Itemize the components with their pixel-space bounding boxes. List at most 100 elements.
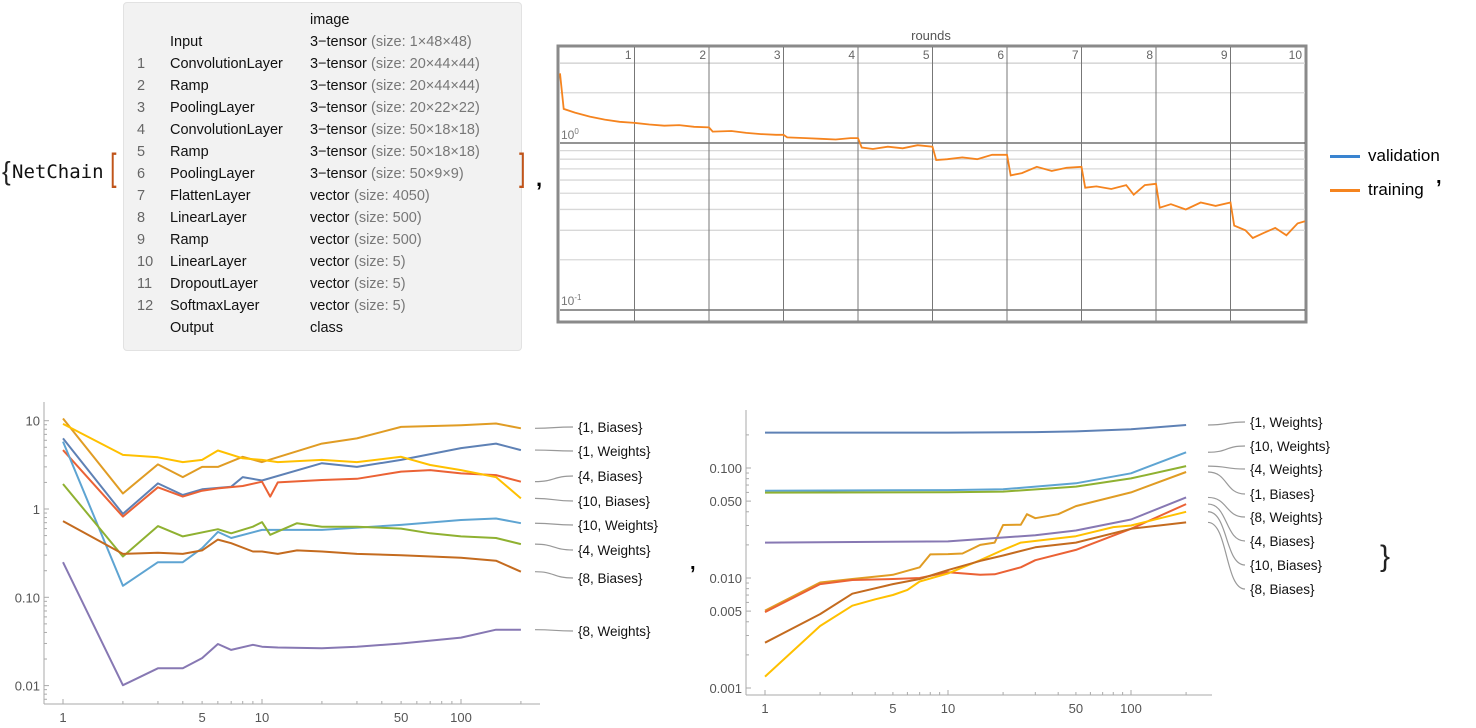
layer-name: Input <box>170 34 203 50</box>
layer-output-size: (size: 1×48×48) <box>371 34 472 50</box>
x-tick-label: 10 <box>255 710 269 725</box>
close-brace: } <box>1380 540 1391 573</box>
round-tick-label: 4 <box>848 48 855 62</box>
series-label: {1, Weights} <box>578 444 651 459</box>
x-tick-label: 100 <box>450 710 472 725</box>
layer-name: PoolingLayer <box>170 100 255 116</box>
series-line <box>765 424 1187 434</box>
series-line <box>764 465 1187 494</box>
layer-output-size: (size: 5) <box>354 298 406 314</box>
layer-output-size: (size: 50×9×9) <box>371 166 464 182</box>
label-leader-line <box>1207 521 1246 590</box>
layer-output-type: 3−tensor <box>310 56 367 72</box>
x-axis-title: rounds <box>911 28 951 43</box>
series-line <box>62 441 522 587</box>
layer-output-size: (size: 5) <box>354 254 406 270</box>
comma-1: , <box>536 166 543 191</box>
layer-name: FlattenLayer <box>170 188 251 204</box>
y-tick-label: 0.010 <box>709 571 742 586</box>
series-label: {10, Biases} <box>578 494 651 509</box>
layer-output-type: 3−tensor <box>310 34 367 50</box>
layer-index: 3 <box>137 100 146 116</box>
layer-output-type: 3−tensor <box>310 100 367 116</box>
series-line <box>764 510 1187 678</box>
layer-index: 9 <box>137 232 146 248</box>
y-tick-exponent: 0 <box>574 127 579 136</box>
series-label: {10, Weights} <box>1250 439 1331 454</box>
series-line <box>764 496 1187 544</box>
layer-name: ConvolutionLayer <box>170 56 283 72</box>
legend-swatch-validation <box>1330 154 1360 158</box>
layer-output-size: (size: 500) <box>354 210 422 226</box>
y-tick-label: 10-1 <box>561 293 582 308</box>
y-tick-label: 0.050 <box>709 494 742 509</box>
label-leader-line <box>1207 496 1246 518</box>
x-tick-label: 1 <box>761 701 768 716</box>
y-tick-label: 100 <box>561 127 579 142</box>
layer-index: 1 <box>137 56 146 72</box>
comma-2: , <box>1436 166 1442 188</box>
label-leader-line <box>534 475 574 483</box>
x-tick-label: 10 <box>941 701 955 716</box>
legend-label: validation <box>1368 146 1440 165</box>
x-tick-label: 100 <box>1120 701 1142 716</box>
layer-name: PoolingLayer <box>170 166 255 182</box>
layer-output-type: vector <box>310 188 350 204</box>
round-tick-label: 7 <box>1072 48 1079 62</box>
layer-index: 8 <box>137 210 146 226</box>
y-tick-label: 0.10 <box>15 590 40 605</box>
label-leader-line <box>534 571 574 579</box>
y-tick-base: 10 <box>561 128 575 142</box>
label-leader-line <box>534 426 574 429</box>
layer-output-size: (size: 4050) <box>354 188 430 204</box>
x-tick-label: 1 <box>59 710 66 725</box>
open-bracket: [ <box>110 147 117 189</box>
layer-name: Ramp <box>170 78 209 94</box>
netchain-summary-panel[interactable]: image Input 3−tensor (size: 1×48×48) 1 Convo… <box>123 2 522 351</box>
round-tick-label: 6 <box>997 48 1004 62</box>
round-tick-label: 8 <box>1146 48 1153 62</box>
series-line <box>62 437 522 515</box>
series-label: {1, Biases} <box>578 420 643 435</box>
layer-output-size: (size: 5) <box>354 276 406 292</box>
round-tick-label: 5 <box>923 48 930 62</box>
layer-index: 7 <box>137 188 146 204</box>
y-tick-base: 10 <box>561 294 575 308</box>
series-label: {10, Biases} <box>1250 558 1323 573</box>
series-line <box>764 471 1187 612</box>
layer-name: Ramp <box>170 232 209 248</box>
layer-output-size: (size: 50×18×18) <box>371 144 480 160</box>
series-label: {8, Weights} <box>1250 510 1323 525</box>
layer-output-type: 3−tensor <box>310 122 367 138</box>
label-leader-line <box>534 497 574 502</box>
label-leader-line <box>534 449 574 452</box>
x-tick-label: 50 <box>1069 701 1083 716</box>
layer-name: Output <box>170 320 214 336</box>
layer-name: LinearLayer <box>170 254 247 270</box>
series-label: {8, Weights} <box>578 624 651 639</box>
layer-index: 5 <box>137 144 146 160</box>
label-leader-line <box>534 543 574 551</box>
y-tick-label: 0.005 <box>709 604 742 619</box>
series-label: {4, Weights} <box>578 543 651 558</box>
series-label: {4, Weights} <box>1250 462 1323 477</box>
layer-name: ConvolutionLayer <box>170 122 283 138</box>
series-line <box>62 520 522 573</box>
y-tick-label: 0.001 <box>709 681 742 696</box>
layer-output-size: (size: 20×22×22) <box>371 100 480 116</box>
layer-index: 10 <box>137 254 154 270</box>
layer-name: LinearLayer <box>170 210 247 226</box>
layer-output-type: vector <box>310 254 350 270</box>
series-line <box>62 483 522 558</box>
label-leader-line <box>1207 421 1246 426</box>
series-line <box>764 451 1187 492</box>
open-brace: { <box>2 156 11 186</box>
label-leader-line <box>534 522 574 526</box>
y-tick-exponent: -1 <box>574 293 582 302</box>
layer-output-type: vector <box>310 298 350 314</box>
series-label: {4, Biases} <box>1250 534 1315 549</box>
series-line <box>62 561 521 687</box>
series-line <box>62 423 522 500</box>
